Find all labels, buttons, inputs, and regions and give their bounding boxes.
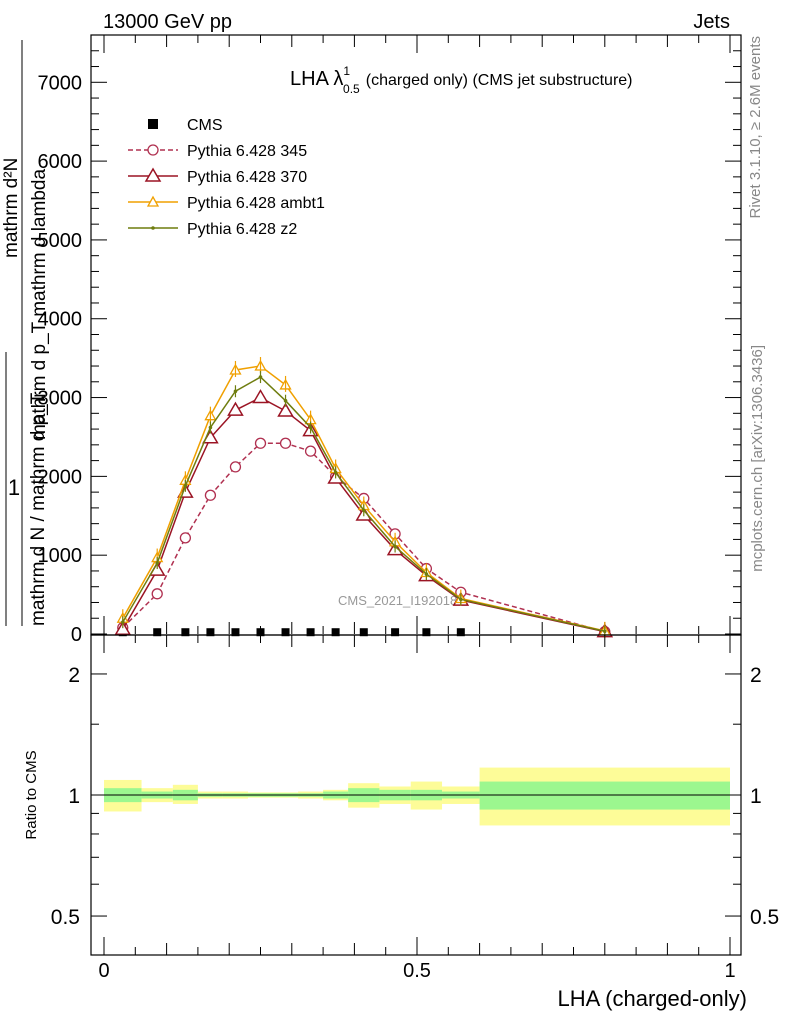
legend-marker-2 (144, 167, 162, 182)
ratio-y-tick-label-right: 2 (750, 664, 762, 687)
y-tick-label: 7000 (38, 72, 83, 94)
y-tick-label: 2000 (38, 466, 83, 488)
y-tick-label: 6000 (38, 151, 83, 173)
legend-label-4: Pythia 6.428 z2 (187, 221, 297, 238)
series-line-1 (122, 442, 605, 633)
series-line-4 (122, 376, 605, 632)
series-1-point (229, 461, 242, 473)
series-0-point (331, 628, 340, 637)
y-tick-label: 4000 (38, 309, 83, 331)
legend-label-1: Pythia 6.428 345 (187, 143, 307, 160)
series-layer (114, 357, 614, 638)
series-0-point (456, 628, 465, 637)
series-0-point (181, 628, 190, 637)
series-line-3 (122, 365, 605, 632)
ratio-y-tick-labels: 0.5 0.5 1 1 2 2 (51, 664, 779, 929)
title-sup: 1 (343, 64, 350, 78)
series-2-point (227, 401, 244, 416)
ylabel-prefix: 1 (8, 475, 20, 500)
series-0-point (422, 628, 431, 637)
x-tick-label: 1 (724, 960, 735, 982)
series-0-point (153, 628, 162, 637)
x-tick-labels: 0 0.5 1 (98, 960, 735, 982)
series-0-point (281, 628, 290, 637)
mcplots-label: mcplots.cern.ch [arXiv:1306.3436] (749, 345, 766, 572)
legend: CMS Pythia 6.428 345 Pythia 6.428 370 Pythi… (128, 117, 325, 238)
series-2-point (277, 402, 294, 417)
legend-marker-cms (148, 119, 158, 129)
y-tick-label: 1000 (38, 545, 83, 567)
title-main: LHA λ (290, 68, 343, 90)
energy-label: 13000 GeV pp (103, 11, 232, 33)
ratio-inner-band (479, 781, 730, 810)
ratio-y-tick-label: 2 (68, 664, 80, 687)
watermark: CMS_2021_I1920187 (338, 593, 465, 608)
legend-marker-3 (146, 195, 160, 207)
series-2-point (114, 620, 132, 636)
y-tick-label: 5000 (38, 230, 83, 252)
title-sub: 0.5 (343, 82, 360, 96)
x-tick-label: 0 (98, 960, 109, 982)
series-1-point (304, 445, 317, 457)
legend-label-0: CMS (187, 117, 223, 134)
series-0-point (306, 628, 315, 637)
ratio-panel: 0.5 0.51 12 2 0 0.5 1 Ratio to CMS LHA (charg… (23, 634, 779, 1011)
ratio-y-tick-label-right: 0.5 (750, 906, 779, 929)
ratio-bands (104, 767, 730, 826)
x-tick-label: 0.5 (403, 960, 431, 982)
ratio-y-tick-label-right: 1 (750, 785, 762, 808)
chart-title: LHA λ1 0.5 (charged only) (CMS jet substru… (290, 64, 633, 96)
series-1-point (204, 489, 217, 501)
series-0-point (359, 628, 368, 637)
series-1-point (179, 532, 192, 544)
series-1-point (151, 588, 163, 600)
y-tick-label: 3000 (38, 388, 83, 410)
rivet-label: Rivet 3.1.10, ≥ 2.6M events (747, 36, 764, 219)
category-label: Jets (693, 11, 730, 33)
series-1-point (279, 437, 292, 449)
ylabel-prefix-den: mathrm d N / mathrm d p_T (28, 392, 49, 626)
ylabel-top: mathrm d²N (1, 158, 22, 258)
series-0-point (391, 628, 400, 637)
main-y-axis-label: 1 mathrm d N / mathrm d p_T mathrm d²N m… (1, 40, 50, 626)
main-y-tick-labels: 0 1000 2000 3000 4000 5000 6000 7000 (38, 72, 83, 646)
series-0-point (256, 628, 265, 637)
legend-marker-1 (147, 144, 159, 156)
legend-label-3: Pythia 6.428 ambt1 (187, 195, 325, 212)
ylabel-bottom: mathrm d p_T mathrm d lambda (29, 169, 50, 440)
ratio-y-tick-label: 0.5 (51, 906, 80, 929)
series-1-point (254, 437, 267, 449)
main-ticks (91, 34, 741, 635)
title-rest: (charged only) (CMS jet substructure) (366, 72, 633, 89)
series-0-point (206, 628, 215, 637)
ratio-ylabel: Ratio to CMS (23, 750, 40, 839)
legend-marker-4 (151, 226, 155, 230)
legend-label-2: Pythia 6.428 370 (187, 169, 307, 186)
series-2-point (252, 389, 269, 404)
ratio-y-tick-label: 1 (68, 785, 80, 808)
ratio-ticks (91, 635, 741, 955)
main-panel: 0 1000 2000 3000 4000 5000 6000 7000 LHA λ1 0.5 (… (38, 34, 742, 646)
y-tick-label: 0 (71, 624, 82, 646)
x-axis-label: LHA (charged-only) (557, 986, 747, 1011)
series-0-point (231, 628, 240, 637)
